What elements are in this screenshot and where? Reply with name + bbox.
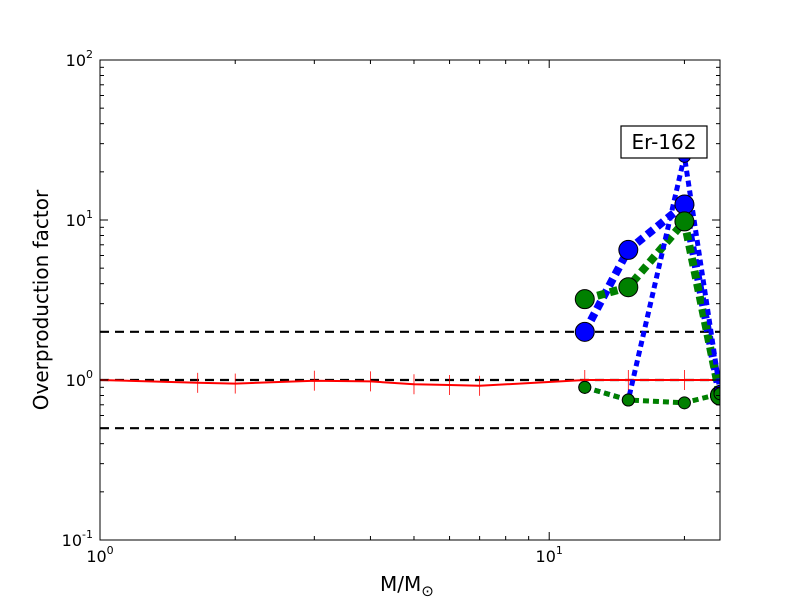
x-tick-label: 101 [536, 544, 563, 566]
data-point [574, 289, 595, 310]
annotation-label: Er-162 [632, 130, 697, 154]
data-point [618, 277, 639, 298]
data-point [674, 194, 695, 215]
x-axis-label-text: M/M [380, 572, 421, 596]
series-lines [100, 153, 720, 406]
annotation-frame [620, 125, 708, 159]
series-markers [100, 149, 720, 410]
axis-ticks [99, 59, 720, 541]
plot-area [100, 60, 720, 540]
x-tick-label: 100 [86, 544, 113, 566]
data-point [574, 321, 595, 342]
y-tick-label: 10-1 [62, 528, 93, 550]
x-axis-label-subscript: ⊙ [421, 582, 434, 600]
y-axis-label: Overproduction factor [29, 189, 53, 410]
y-tick-label: 101 [66, 208, 93, 230]
series-line [100, 379, 720, 387]
data-point [618, 239, 639, 260]
x-axis-label: M/M⊙ [380, 572, 434, 600]
data-point [713, 387, 720, 401]
annotation-box: Er-162 [620, 125, 708, 159]
y-tick-label: 100 [66, 368, 93, 390]
series-line [584, 384, 720, 406]
data-point [674, 211, 695, 232]
data-point [677, 396, 691, 410]
plot-frame [99, 59, 721, 541]
data-point [621, 393, 635, 407]
data-point [578, 380, 592, 394]
y-tick-label: 102 [66, 48, 93, 70]
